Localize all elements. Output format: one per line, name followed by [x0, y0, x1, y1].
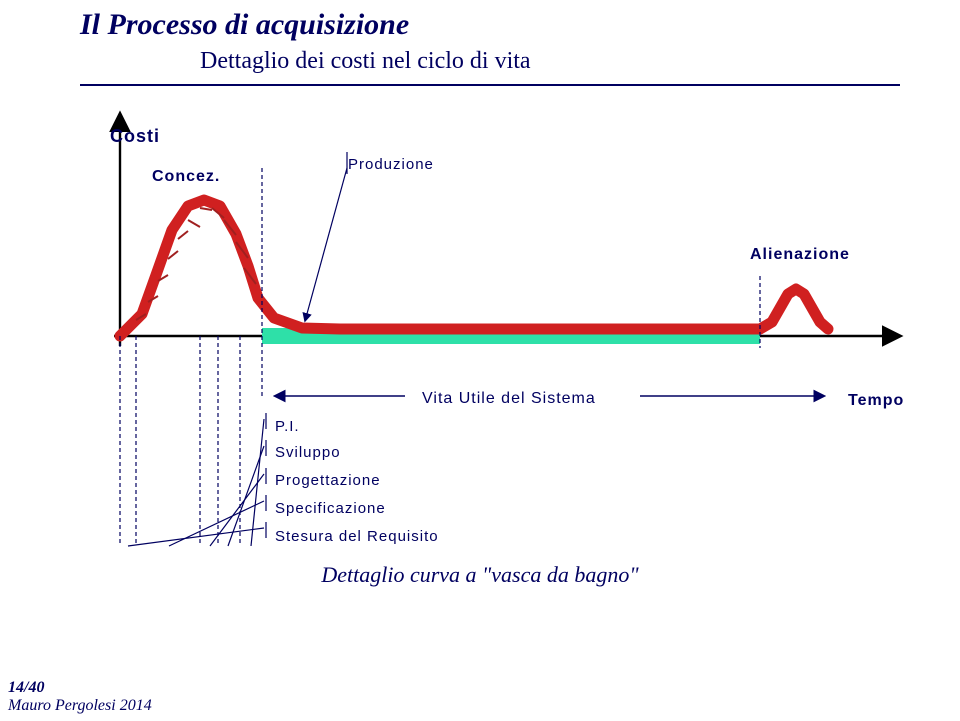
bottom-caption: Dettaglio curva a "vasca da bagno" [0, 562, 960, 588]
label-produzione: Produzione [348, 156, 434, 173]
chart-svg [80, 96, 930, 556]
label-specificazione: Specificazione [275, 500, 386, 517]
label-pi: P.I. [275, 418, 300, 435]
label-alienazione: Alienazione [750, 246, 850, 264]
footer-credit: Mauro Pergolesi 2014 [8, 697, 152, 715]
page-number: 14/40 [8, 679, 152, 697]
header: Il Processo di acquisizione Dettaglio de… [0, 0, 960, 81]
label-stesura: Stesura del Requisito [275, 528, 439, 545]
label-vita: Vita Utile del Sistema [422, 390, 596, 408]
chart-area: Costi Concez. Produzione Alienazione Tem… [80, 96, 930, 556]
label-progettazione: Progettazione [275, 472, 381, 489]
label-costi: Costi [110, 126, 160, 147]
title-underline [80, 84, 900, 86]
footer: 14/40 Mauro Pergolesi 2014 [8, 679, 152, 715]
label-concez: Concez. [152, 168, 220, 186]
label-sviluppo: Sviluppo [275, 444, 341, 461]
page-title: Il Processo di acquisizione [80, 8, 920, 42]
label-tempo: Tempo [848, 392, 904, 410]
page-subtitle: Dettaglio dei costi nel ciclo di vita [200, 48, 920, 75]
